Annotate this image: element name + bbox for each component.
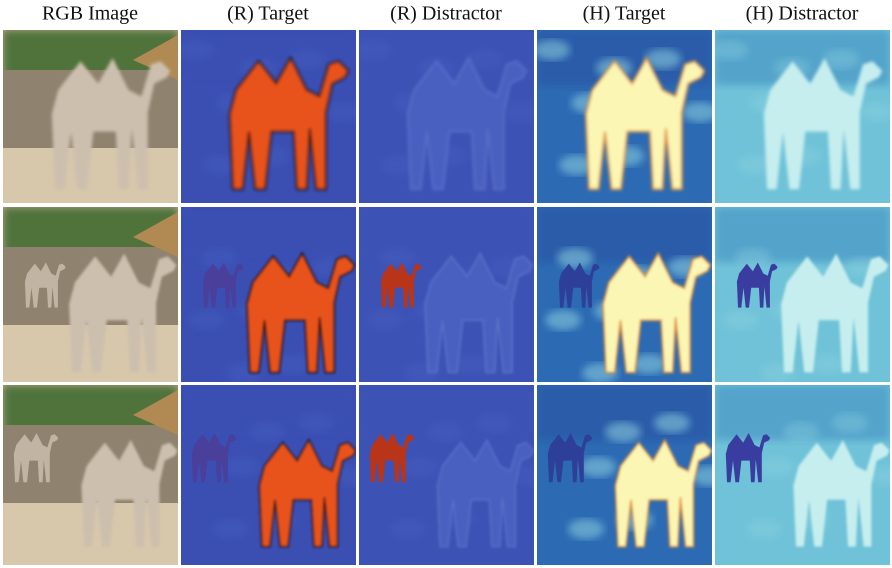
texture bbox=[832, 413, 868, 433]
texture bbox=[224, 457, 260, 477]
image-panel bbox=[359, 207, 534, 383]
texture bbox=[212, 519, 248, 539]
texture bbox=[783, 422, 819, 442]
texture bbox=[201, 248, 237, 268]
texture bbox=[534, 40, 570, 60]
figure: RGB Image (R) Target (R) Distractor (H) … bbox=[0, 0, 892, 568]
texture bbox=[298, 413, 334, 433]
texture bbox=[356, 40, 392, 60]
texture bbox=[605, 422, 641, 442]
image-panel bbox=[181, 207, 356, 383]
column-header: (H) Distractor bbox=[746, 3, 859, 25]
image-panel bbox=[3, 385, 178, 565]
panel-grid bbox=[3, 30, 892, 565]
texture bbox=[723, 310, 759, 330]
texture bbox=[735, 248, 771, 268]
texture bbox=[427, 422, 463, 442]
texture bbox=[758, 457, 794, 477]
image-panel bbox=[537, 385, 727, 565]
image-panel bbox=[715, 385, 892, 565]
texture bbox=[367, 310, 403, 330]
image-panel bbox=[715, 207, 890, 383]
page: {"header": {"columns": ["RGB Image", "(R… bbox=[0, 0, 892, 568]
texture bbox=[580, 457, 616, 477]
image-panel bbox=[359, 385, 549, 565]
texture bbox=[402, 457, 438, 477]
texture bbox=[545, 310, 581, 330]
texture bbox=[476, 413, 512, 433]
column-header: (R) Distractor bbox=[390, 3, 502, 25]
texture bbox=[712, 40, 748, 60]
image-panel bbox=[3, 207, 178, 382]
texture bbox=[178, 40, 214, 60]
texture bbox=[189, 310, 225, 330]
texture bbox=[557, 248, 593, 268]
texture bbox=[654, 413, 690, 433]
column-header: RGB Image bbox=[42, 3, 138, 25]
texture bbox=[568, 519, 604, 539]
texture bbox=[379, 248, 415, 268]
image-panel bbox=[712, 30, 892, 203]
texture bbox=[249, 422, 285, 442]
image-panel bbox=[178, 30, 362, 203]
image-panel bbox=[537, 207, 712, 383]
texture bbox=[390, 519, 426, 539]
texture bbox=[746, 519, 782, 539]
column-header: (R) Target bbox=[227, 3, 309, 25]
image-panel bbox=[181, 385, 371, 565]
image-panel bbox=[356, 30, 540, 203]
image-panel bbox=[534, 30, 718, 203]
image-panel bbox=[3, 30, 178, 203]
column-header: (H) Target bbox=[583, 3, 666, 25]
